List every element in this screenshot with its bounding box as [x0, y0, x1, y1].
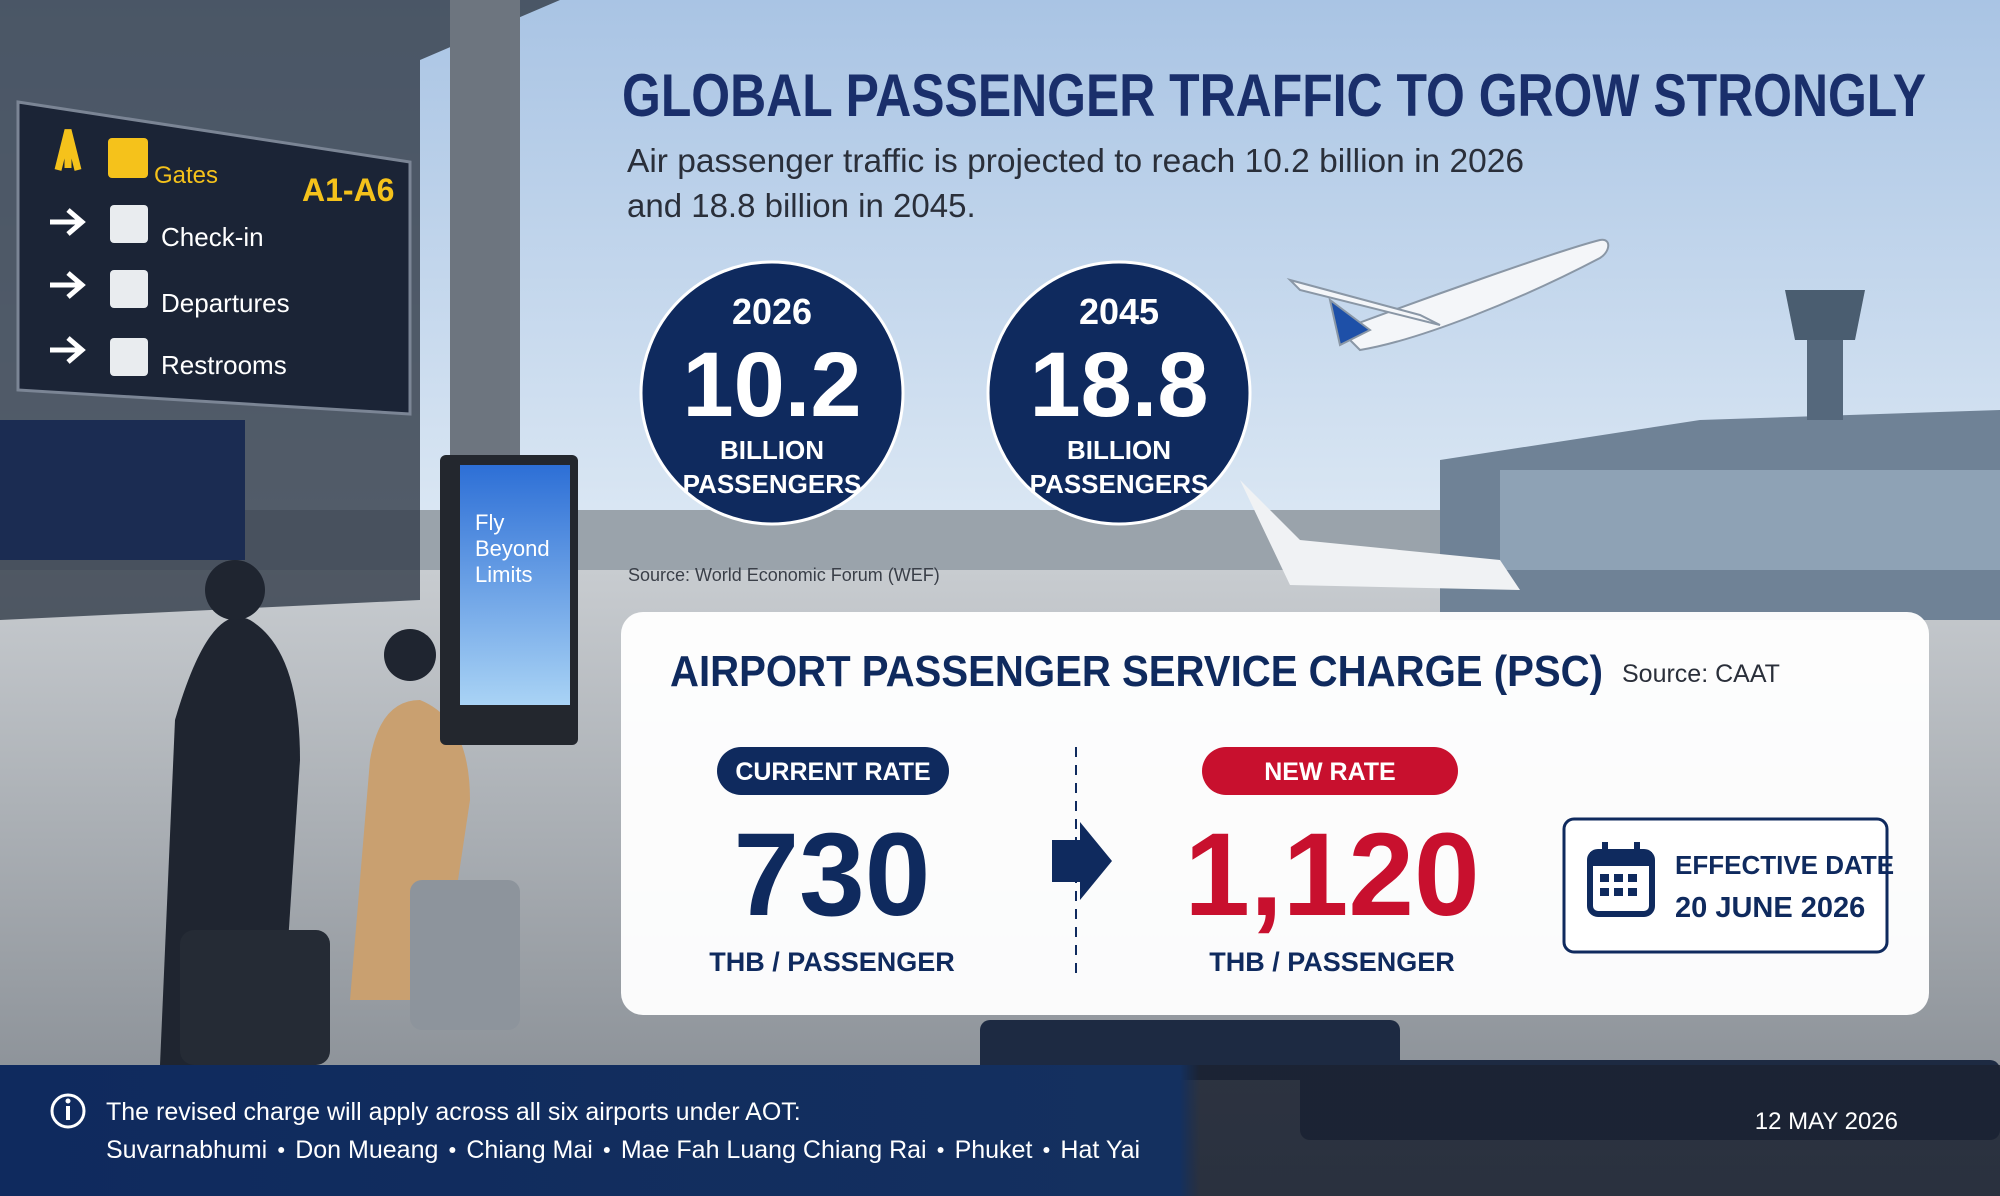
stat-circle — [986, 260, 1252, 526]
arrow — [1052, 822, 1112, 900]
current-unit: THB / PASSENGER — [709, 947, 955, 977]
effective-date: 20 JUNE 2026 — [1675, 892, 1865, 924]
stat-year: 2045 — [1079, 291, 1159, 332]
travelers — [160, 560, 520, 1065]
new-label: NEW RATE — [1264, 758, 1395, 786]
separator — [603, 1147, 610, 1153]
terminal — [1440, 290, 2000, 620]
ad-text: Fly — [475, 510, 504, 535]
airport: Chiang Mai — [466, 1136, 592, 1164]
stats-source: Source: World Economic Forum (WEF) — [628, 565, 940, 585]
sign-item: Departures — [161, 288, 290, 318]
separator — [449, 1147, 456, 1153]
separator — [278, 1147, 285, 1153]
psc-source: Source: CAAT — [1622, 660, 1780, 688]
footer — [0, 1065, 2000, 1196]
footer-note: The revised charge will apply across all… — [106, 1098, 801, 1126]
sign-gates: Gates — [154, 162, 218, 189]
parked-plane — [1240, 480, 1520, 590]
airport: Mae Fah Luang Chiang Rai — [621, 1136, 927, 1164]
airport: Hat Yai — [1060, 1136, 1140, 1164]
current-pill — [717, 747, 949, 795]
ad-text: Limits — [475, 562, 532, 587]
new-value: 1,120 — [1184, 809, 1479, 941]
effective-label: EFFECTIVE DATE — [1675, 850, 1894, 880]
ad-kiosk: Fly Beyond Limits — [440, 455, 578, 745]
airport: Suvarnabhumi — [106, 1136, 267, 1164]
sign-item: Restrooms — [161, 350, 287, 380]
airplane — [1286, 238, 1610, 352]
stat-unit: BILLION — [1067, 435, 1171, 465]
sign-board: Gates A1-A6 Check-in Departures Restroom… — [16, 100, 412, 416]
stat-circle — [639, 260, 905, 526]
sign-gates-range: A1-A6 — [302, 172, 394, 208]
stat-year: 2026 — [732, 291, 812, 332]
new-unit: THB / PASSENGER — [1209, 947, 1455, 977]
stat-unit: PASSENGERS — [1030, 469, 1209, 499]
separator — [1043, 1147, 1050, 1153]
current-label: CURRENT RATE — [735, 758, 930, 786]
stat-unit: PASSENGERS — [683, 469, 862, 499]
psc-title: AIRPORT PASSENGER SERVICE CHARGE (PSC) — [670, 647, 1603, 696]
footer-date: 12 MAY 2026 — [1755, 1108, 1898, 1135]
effective-box — [1562, 817, 1889, 954]
ad-text: Beyond — [475, 536, 550, 561]
flight-board — [0, 420, 245, 560]
info-icon — [50, 1093, 86, 1129]
separator — [937, 1147, 944, 1153]
airport: Phuket — [955, 1136, 1033, 1164]
stat-value: 18.8 — [1029, 334, 1208, 436]
title: GLOBAL PASSENGER TRAFFIC TO GROW STRONGL… — [622, 62, 1926, 129]
calendar-icon — [1587, 842, 1655, 917]
current-value: 730 — [734, 809, 931, 941]
new-pill — [1202, 747, 1458, 795]
stat-value: 10.2 — [682, 334, 861, 436]
stat-unit: BILLION — [720, 435, 824, 465]
subtitle: Air passenger traffic is projected to re… — [627, 142, 1524, 179]
sign-item: Check-in — [161, 222, 264, 252]
subtitle: and 18.8 billion in 2045. — [627, 187, 976, 224]
airport: Don Mueang — [295, 1136, 438, 1164]
